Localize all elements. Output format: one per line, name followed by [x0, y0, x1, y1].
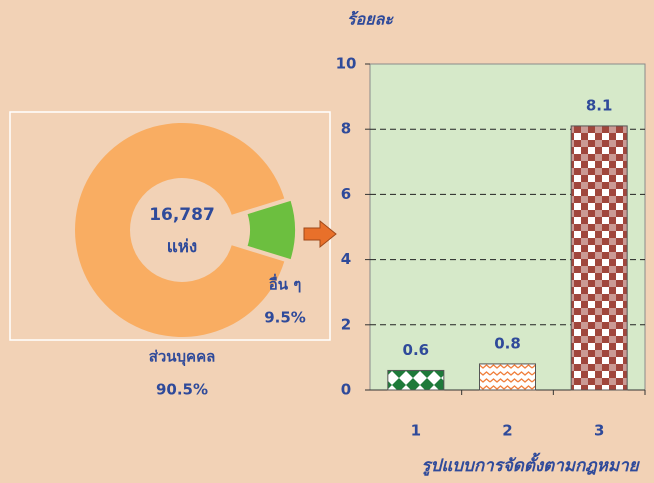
value-label: 0.6	[403, 341, 430, 359]
y-tick-label: 8	[341, 120, 351, 138]
x-tick-label: 2	[502, 422, 512, 440]
x-tick-label: 3	[594, 422, 604, 440]
y-tick-label: 0	[341, 381, 351, 399]
y-tick-label: 4	[341, 250, 351, 268]
value-label: 0.8	[494, 334, 521, 352]
bar	[387, 369, 445, 391]
x-tick-label: 1	[411, 422, 421, 440]
slice-label: ส่วนบุคคล	[149, 348, 216, 367]
y-tick-label: 6	[341, 185, 351, 203]
arrow	[303, 219, 337, 249]
y-tick-label: 10	[336, 55, 357, 73]
pie-slice	[247, 200, 295, 260]
y-tick-label: 2	[341, 315, 351, 333]
center-text: 16,787	[149, 205, 215, 225]
value-label: 8.1	[586, 96, 613, 114]
slice-label: อื่น ๆ	[269, 274, 302, 294]
slice-value-label: 90.5%	[156, 381, 208, 399]
x-axis-title: รูปแบบการจัดตั้งตามกฎหมาย	[421, 452, 640, 476]
pie-slice	[74, 122, 285, 337]
slice-value-label: 9.5%	[264, 309, 306, 327]
pie-frame	[9, 111, 331, 341]
bar	[570, 125, 628, 391]
y-axis-title: ร้อยละ	[347, 10, 394, 29]
bar	[479, 363, 536, 391]
center-text: แห่ง	[167, 237, 197, 257]
